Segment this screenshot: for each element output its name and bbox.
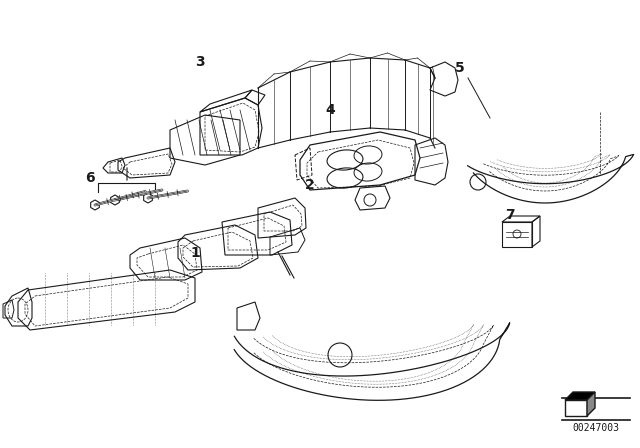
Polygon shape [565, 392, 595, 400]
Text: 00247003: 00247003 [573, 423, 620, 433]
Text: 3: 3 [195, 55, 205, 69]
Text: 1: 1 [190, 246, 200, 260]
Text: 6: 6 [85, 171, 95, 185]
Text: 5: 5 [455, 61, 465, 75]
Text: 7: 7 [505, 208, 515, 222]
Text: 2: 2 [305, 178, 315, 192]
Polygon shape [565, 400, 587, 416]
Text: 4: 4 [325, 103, 335, 117]
Polygon shape [587, 392, 595, 416]
